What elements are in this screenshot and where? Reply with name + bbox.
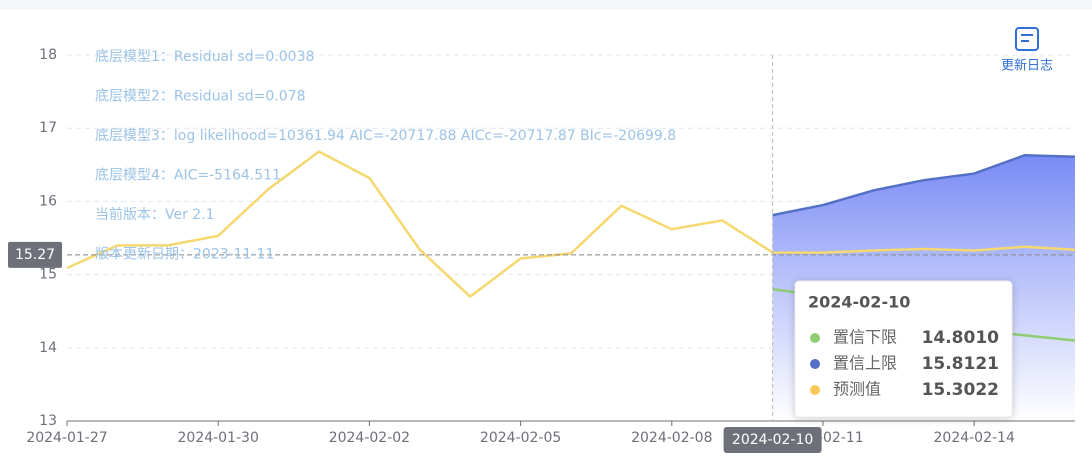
y-tick-label: 17 [39,120,57,136]
tooltip-value: 15.8121 [922,354,999,374]
tooltip-title: 2024-02-10 [808,293,910,312]
tooltip-dot [810,385,820,395]
log-icon[interactable] [1015,27,1039,51]
mark-label-bg [8,241,62,268]
tooltip-name: 预测值 [833,380,881,399]
x-tick-label: 2024-01-27 [26,430,107,446]
x-tick-label: 2024-02-14 [934,430,1015,446]
pointer-label-bg [723,427,822,453]
tooltip-dot [810,359,820,369]
toolbox[interactable]: 更新日志 [1001,27,1053,74]
mark-label: 15.27 [15,247,55,263]
toolbox-label[interactable]: 更新日志 [1001,58,1053,74]
series-line [772,154,1076,217]
x-tick-label: 2024-02-02 [329,430,410,446]
series-line [66,150,1076,299]
annotation: 当前版本：Ver 2.1 [95,206,215,223]
y-tick-label: 14 [39,340,57,356]
y-tick-label: 15 [39,267,57,283]
tooltip-name: 置信下限 [833,328,897,347]
y-tick-label: 18 [39,47,57,63]
annotation: 底层模型3：log likelihood=10361.94 AIC=-20717… [95,128,676,144]
tooltip-value: 15.3022 [922,380,999,400]
annotation: 版本更新日期：2023-11-11 [95,247,274,263]
x-tick-label: 2024-02-08 [631,430,712,446]
x-tick-label: 2024-02-05 [480,430,561,446]
y-tick-label: 16 [39,193,57,209]
pointer-label: 2024-02-10 [732,432,813,448]
tooltip-name: 置信上限 [833,354,897,373]
tooltip-dot [810,333,820,343]
annotation: 底层模型1：Residual sd=0.0038 [95,49,314,65]
tooltip [794,280,1013,418]
tooltip-value: 14.8010 [922,328,1000,348]
annotation: 底层模型2：Residual sd=0.078 [95,89,305,105]
annotation: 底层模型4：AIC=-5164.511 [95,168,281,184]
x-tick-label: 2024-01-30 [178,430,259,446]
y-tick-label: 13 [39,413,57,429]
